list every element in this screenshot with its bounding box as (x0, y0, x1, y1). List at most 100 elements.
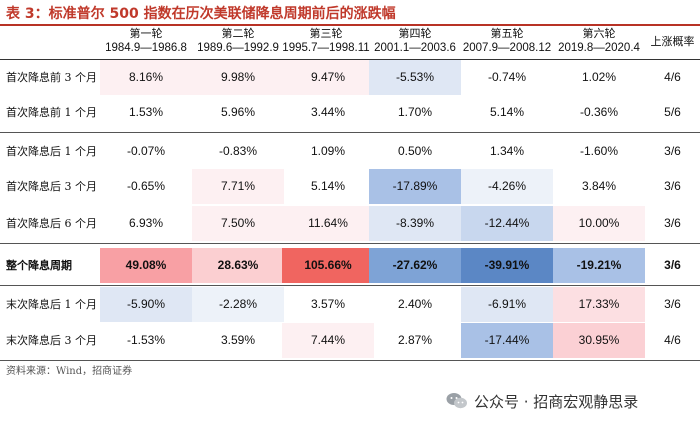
col-header: 第三轮 1995.7—1998.11 (277, 26, 375, 58)
col-period: 2019.8—2020.4 (558, 42, 640, 54)
ratio-cell: 3/6 (664, 297, 681, 311)
value-cell: -1.53% (126, 333, 166, 347)
row-label: 末次降息后 3 个月 (6, 334, 97, 347)
value-cell: -5.53% (369, 60, 461, 95)
value-cell: -27.62% (369, 248, 461, 283)
value-cell: -2.28% (192, 287, 284, 322)
value-cell: 5.96% (220, 105, 256, 119)
value-cell: -0.83% (218, 144, 258, 158)
ratio-cell: 4/6 (664, 333, 681, 347)
ratio-cell: 5/6 (664, 105, 681, 119)
value-cell: 1.02% (581, 70, 617, 84)
value-cell: 1.09% (310, 144, 346, 158)
value-cell: -17.89% (369, 169, 461, 204)
row-label: 首次降息前 1 个月 (6, 106, 97, 119)
wechat-icon (446, 392, 468, 410)
value-cell: 7.71% (192, 169, 284, 204)
row-label: 首次降息后 1 个月 (6, 145, 97, 158)
value-cell: 2.40% (397, 297, 433, 311)
table-row: 首次降息后 6 个月 6.93% 7.50% 11.64% -8.39% -12.44% 1… (0, 206, 700, 241)
value-cell: -17.44% (461, 323, 553, 358)
table-row: 末次降息后 1 个月 -5.90% -2.28% 3.57% 2.40% -6.91% 17… (0, 287, 700, 322)
row-label: 首次降息后 6 个月 (6, 217, 97, 230)
value-cell: -19.21% (553, 248, 645, 283)
table-row: 首次降息后 1 个月 -0.07% -0.83% 1.09% 0.50% 1.34% -1.… (0, 134, 700, 169)
value-cell: 28.63% (192, 248, 284, 283)
value-cell: 9.47% (282, 60, 374, 95)
ratio-cell: 3/6 (664, 216, 681, 230)
col-round: 第四轮 (398, 27, 432, 40)
value-cell: -0.07% (126, 144, 166, 158)
table-row: 首次降息前 3 个月 8.16% 9.98% 9.47% -5.53% -0.74% 1.0… (0, 60, 700, 95)
col-round: 第一轮 (129, 27, 163, 40)
col-header: 第一轮 1984.9—1986.8 (100, 26, 192, 58)
col-header: 第四轮 2001.1—2003.6 (369, 26, 461, 58)
watermark-text: 公众号 · 招商宏观静思录 (474, 392, 639, 411)
ratio-cell: 3/6 (664, 258, 681, 272)
value-cell: 7.44% (282, 323, 374, 358)
value-cell: 3.59% (220, 333, 256, 347)
value-cell: 105.66% (282, 248, 374, 283)
row-label: 末次降息后 1 个月 (6, 298, 97, 311)
table-row: 整个降息周期 49.08% 28.63% 105.66% -27.62% -39.91% -… (0, 248, 700, 283)
col-header: 第六轮 2019.8—2020.4 (553, 26, 645, 58)
watermark: 公众号 · 招商宏观静思录 (446, 389, 638, 413)
value-cell: -0.65% (126, 179, 166, 193)
value-cell: 7.50% (192, 206, 284, 241)
col-round: 第五轮 (490, 27, 524, 40)
table-bottom-rule (0, 360, 700, 361)
value-cell: 1.70% (397, 105, 433, 119)
col-header: 第五轮 2007.9—2008.12 (461, 26, 553, 58)
table-row: 首次降息前 1 个月 1.53% 5.96% 3.44% 1.70% 5.14% -0.36… (0, 95, 700, 130)
table-row: 首次降息后 3 个月 -0.65% 7.71% 5.14% -17.89% -4.26% 3… (0, 169, 700, 204)
value-cell: 5.14% (310, 179, 346, 193)
value-cell: 11.64% (282, 206, 374, 241)
value-cell: -4.26% (461, 169, 553, 204)
value-cell: 3.44% (310, 105, 346, 119)
header-rule (0, 59, 700, 60)
col-round: 第三轮 (309, 27, 343, 40)
col-period: 2007.9—2008.12 (462, 42, 552, 54)
col-period: 1995.7—1998.11 (282, 42, 370, 54)
value-cell: -12.44% (461, 206, 553, 241)
ratio-cell: 3/6 (664, 144, 681, 158)
value-cell: 3.84% (581, 179, 617, 193)
value-cell: 8.16% (100, 60, 192, 95)
ratio-cell: 3/6 (664, 179, 681, 193)
row-separator (0, 132, 700, 133)
value-cell: 0.50% (397, 144, 433, 158)
col-header: 第二轮 1989.6—1992.9 (192, 26, 284, 58)
value-cell: 5.14% (489, 105, 525, 119)
col-round: 第二轮 (221, 27, 255, 40)
value-cell: 2.87% (397, 333, 433, 347)
row-label: 整个降息周期 (6, 259, 72, 272)
row-label: 首次降息后 3 个月 (6, 180, 97, 193)
ratio-cell: 4/6 (664, 70, 681, 84)
row-label: 首次降息前 3 个月 (6, 71, 97, 84)
table-title: 表 3：标准普尔 500 指数在历次美联储降息周期前后的涨跌幅 (6, 6, 396, 22)
value-cell: 6.93% (128, 216, 164, 230)
value-cell: -0.74% (487, 70, 527, 84)
ratio-header: 上涨概率 (650, 35, 695, 48)
row-separator (0, 285, 700, 286)
col-period: 1989.6—1992.9 (197, 42, 279, 54)
title-rule (0, 24, 700, 26)
value-cell: -5.90% (100, 287, 192, 322)
value-cell: 17.33% (553, 287, 645, 322)
value-cell: -6.91% (461, 287, 553, 322)
col-period: 1984.9—1986.8 (105, 42, 187, 54)
value-cell: -1.60% (579, 144, 619, 158)
value-cell: 9.98% (192, 60, 284, 95)
source-note: 资料来源：Wind，招商证券 (6, 366, 133, 377)
value-cell: -0.36% (579, 105, 619, 119)
value-cell: 10.00% (553, 206, 645, 241)
col-round: 第六轮 (582, 27, 616, 40)
value-cell: 30.95% (553, 323, 645, 358)
value-cell: -39.91% (461, 248, 553, 283)
value-cell: -8.39% (369, 206, 461, 241)
value-cell: 49.08% (100, 248, 192, 283)
col-period: 2001.1—2003.6 (374, 42, 456, 54)
row-separator (0, 243, 700, 244)
table-row: 末次降息后 3 个月 -1.53% 3.59% 7.44% 2.87% -17.44% 30… (0, 323, 700, 358)
value-cell: 1.53% (128, 105, 164, 119)
